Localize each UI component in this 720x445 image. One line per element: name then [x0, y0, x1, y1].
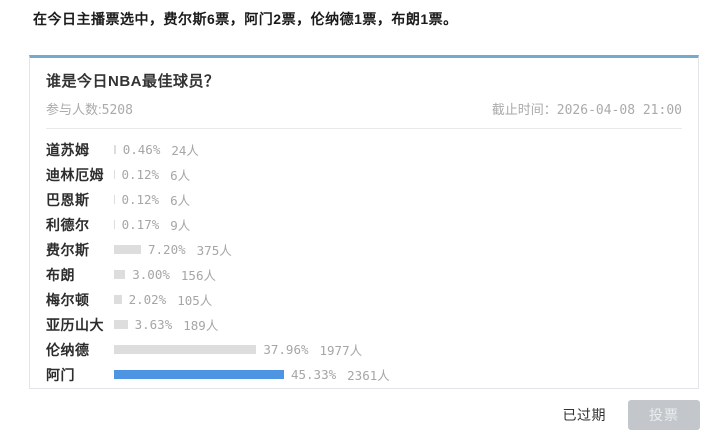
result-bar: [114, 220, 115, 229]
option-name: 道苏姆: [46, 141, 90, 158]
option-name: 迪林厄姆: [46, 166, 104, 183]
option-count: 2361人: [347, 368, 390, 383]
poll-option-row: 迪林厄姆 0.12% 6人: [46, 162, 682, 187]
poll-option-row: 伦纳德 37.96% 1977人: [46, 337, 682, 362]
poll-option-row: 费尔斯 7.20% 375人: [46, 237, 682, 262]
option-percent: 0.46%: [122, 142, 161, 157]
result-bar: [114, 145, 116, 154]
poll-footer: 已过期 投票: [562, 400, 700, 430]
result-bar: [114, 245, 141, 254]
option-count: 24人: [171, 143, 199, 158]
header-divider: [46, 128, 682, 129]
option-percent: 3.63%: [134, 317, 173, 332]
streamer-vote-announcement: 在今日主播票选中，费尔斯6票，阿门2票，伦纳德1票，布朗1票。: [33, 11, 458, 27]
poll-option-row: 利德尔 0.17% 9人: [46, 212, 682, 237]
poll-option-row: 布朗 3.00% 156人: [46, 262, 682, 287]
option-percent: 37.96%: [263, 342, 309, 357]
deadline-value: 2026-04-08 21:00: [556, 102, 682, 118]
option-name: 阿门: [46, 366, 75, 383]
poll-option-row: 梅尔顿 2.02% 105人: [46, 287, 682, 312]
option-percent: 0.17%: [121, 217, 160, 232]
result-bar: [114, 320, 128, 329]
option-percent: 45.33%: [290, 367, 337, 382]
result-bar-leading: [114, 370, 284, 379]
option-percent: 3.00%: [132, 267, 170, 282]
participants-count: 参与人数:5208: [46, 99, 133, 118]
option-percent: 0.12%: [121, 192, 160, 207]
deadline-label: 截止时间：: [491, 101, 557, 117]
option-count: 105人: [177, 293, 213, 308]
option-count: 189人: [183, 318, 219, 333]
option-name: 伦纳德: [46, 341, 90, 358]
option-percent: 2.02%: [128, 292, 167, 307]
result-bar: [114, 345, 257, 354]
option-name: 利德尔: [46, 216, 90, 233]
poll-option-row: 亚历山大 3.63% 189人: [46, 312, 682, 337]
result-bar: [114, 295, 122, 304]
option-name: 费尔斯: [46, 241, 90, 258]
option-name: 梅尔顿: [46, 291, 90, 308]
poll-card: 谁是今日NBA最佳球员？ 参与人数:5208 截止时间：2026-04-08 2…: [29, 55, 699, 389]
option-name: 亚历山大: [46, 316, 104, 333]
option-count: 6人: [170, 168, 191, 183]
option-count: 6人: [170, 193, 191, 208]
poll-option-row: 道苏姆 0.46% 24人: [46, 137, 682, 162]
participants-value: 5208: [101, 102, 133, 118]
poll-option-row: 巴恩斯 0.12% 6人: [46, 187, 682, 212]
option-count: 9人: [170, 218, 191, 233]
option-count: 1977人: [319, 343, 363, 358]
option-percent: 7.20%: [148, 242, 186, 257]
option-percent: 0.12%: [121, 167, 160, 182]
poll-options-list: 道苏姆 0.46% 24人 迪林厄姆 0.12% 6人 巴恩斯 0.12% 6人 利德尔 0.17%…: [46, 137, 682, 387]
result-bar: [114, 270, 126, 279]
option-name: 巴恩斯: [46, 191, 90, 208]
deadline: 截止时间：2026-04-08 21:00: [492, 99, 682, 118]
poll-meta-row: 参与人数:5208 截止时间：2026-04-08 21:00: [46, 98, 682, 118]
participants-label: 参与人数:: [46, 101, 102, 117]
option-name: 布朗: [46, 266, 75, 283]
poll-option-row: 阿门 45.33% 2361人: [46, 362, 682, 387]
expired-status: 已过期: [562, 407, 606, 423]
option-count: 375人: [196, 243, 232, 258]
option-count: 156人: [180, 268, 216, 283]
vote-button[interactable]: 投票: [628, 400, 700, 430]
poll-title: 谁是今日NBA最佳球员？: [46, 73, 220, 90]
